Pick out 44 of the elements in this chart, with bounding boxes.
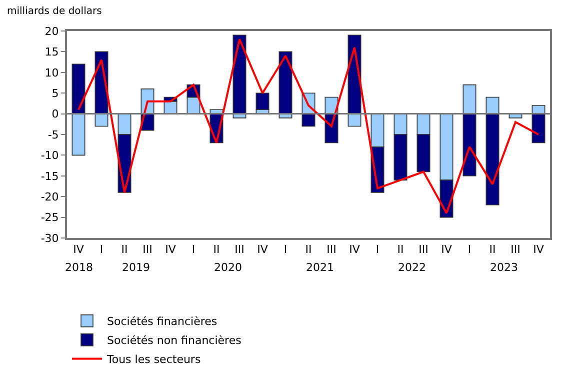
x-tick-label: III (418, 243, 428, 256)
y-tick-label: -20 (40, 190, 59, 204)
y-tick-label: -10 (40, 149, 59, 162)
x-tick-label: I (100, 243, 104, 256)
x-tick-label: III (326, 243, 336, 256)
x-tick-label: II (305, 243, 312, 256)
line-series (78, 38, 540, 214)
x-tick-label: I (376, 243, 380, 256)
text: 2023 (490, 261, 518, 274)
y-tick-label: 5 (52, 86, 59, 100)
y-tick-label: 15 (44, 46, 59, 59)
y-axis-title: milliards de dollars (7, 6, 102, 17)
x-tick-label: IV (533, 243, 544, 256)
y-tick-label: 20 (44, 24, 59, 38)
x-tick-label: II (489, 243, 496, 256)
y-tick-label: -15 (40, 170, 59, 183)
text: 2020 (214, 261, 242, 274)
x-tick-label: III (510, 243, 520, 256)
x-tick-label: I (284, 243, 288, 256)
legend-label: Sociétés non financières (107, 334, 242, 348)
y-tick-label: -5 (48, 128, 59, 142)
text: 2021 (306, 261, 334, 274)
x-tick-label: IV (257, 243, 268, 256)
x-tick-label: II (121, 243, 128, 256)
x-tick-label: IV (349, 243, 360, 256)
legend-label: Sociétés financières (107, 315, 218, 328)
y-tick-label: -25 (40, 211, 59, 224)
x-tick-label: I (468, 243, 472, 256)
x-tick-label: IV (165, 243, 176, 256)
text: 2018 (65, 261, 93, 274)
legend-label: Tous les secteurs (106, 353, 201, 366)
y-tick-label: 0 (52, 108, 59, 121)
x-tick-label: III (234, 243, 244, 256)
text: 2019 (122, 261, 150, 274)
text: 2022 (398, 261, 426, 274)
x-tick-label: II (397, 243, 404, 256)
bar (256, 92, 270, 110)
y-tick-label: 10 (44, 66, 59, 80)
x-tick-label: I (192, 243, 196, 256)
x-tick-label: III (142, 243, 152, 256)
x-tick-label: IV (441, 243, 452, 256)
x-tick-label: IV (73, 243, 84, 256)
x-tick-label: II (213, 243, 220, 256)
y-tick-label: -30 (40, 232, 59, 245)
